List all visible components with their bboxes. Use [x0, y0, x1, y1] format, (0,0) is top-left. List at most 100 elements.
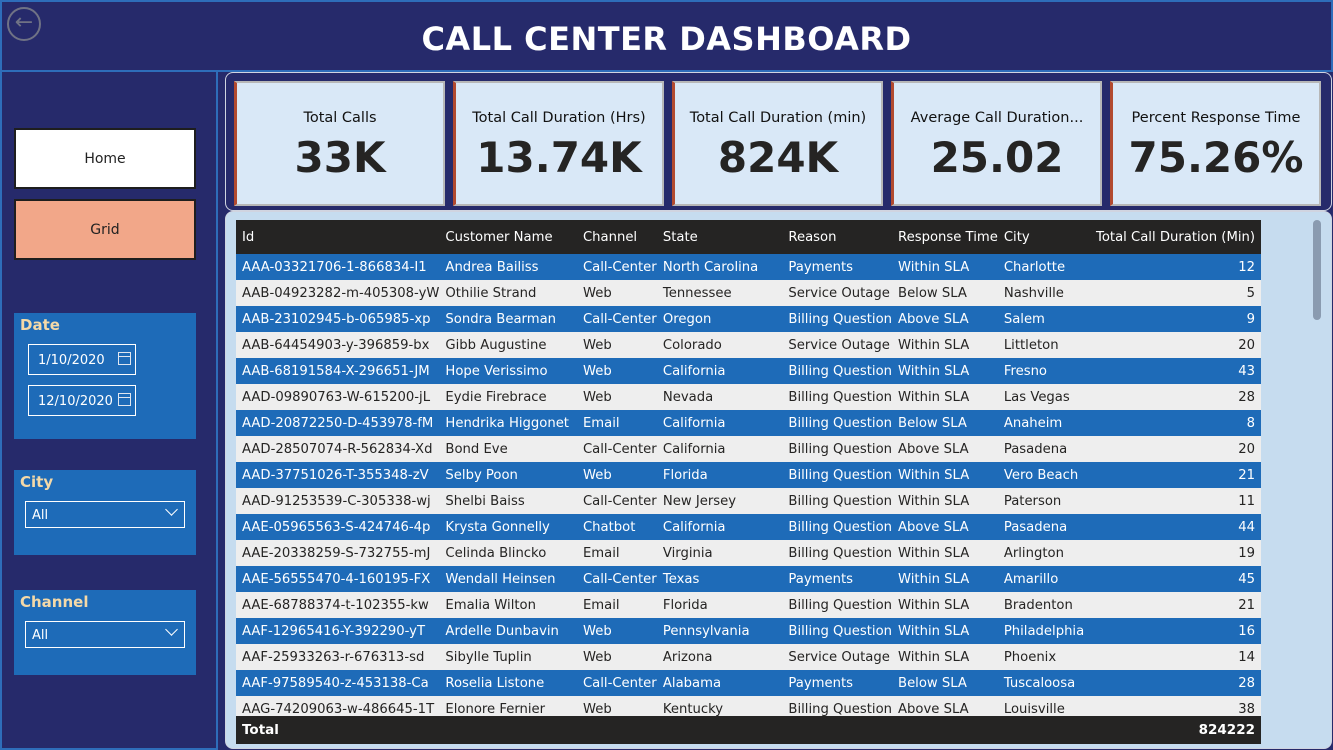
column-header[interactable]: Response Time	[892, 220, 998, 254]
table-row[interactable]: AAD-09890763-W-615200-jL Eydie Firebrace W…	[236, 384, 1261, 410]
table-cell: Fresno	[997, 358, 1091, 384]
table-cell: Call-Center	[576, 488, 657, 514]
table-cell: Within SLA	[892, 462, 998, 488]
table-row[interactable]: AAF-12965416-Y-392290-yT Ardelle Dunbavin…	[236, 618, 1261, 644]
table-row[interactable]: AAF-25933263-r-676313-sd Sibylle Tuplin We…	[236, 644, 1261, 670]
table-cell: Service Outage	[782, 280, 893, 306]
kpi-label: Average Call Duration...	[910, 110, 1084, 126]
table-row[interactable]: AAB-64454903-y-396859-bx Gibb Augustine We…	[236, 332, 1261, 358]
table-row[interactable]: AAE-05965563-S-424746-4p Krysta Gonnelly C…	[236, 514, 1261, 540]
table-cell: 28	[1090, 670, 1261, 696]
kpi-card-average-duration: Average Call Duration... 25.02	[891, 81, 1102, 206]
table-cell: Eydie Firebrace	[439, 384, 577, 410]
table-cell: 11	[1090, 488, 1261, 514]
vertical-scrollbar[interactable]	[1313, 220, 1321, 320]
kpi-card-duration-hrs: Total Call Duration (Hrs) 13.74K	[453, 81, 664, 206]
table-cell: Tennessee	[656, 280, 783, 306]
table-row[interactable]: AAD-91253539-C-305338-wj Shelbi Baiss Call…	[236, 488, 1261, 514]
table-cell: Below SLA	[892, 280, 998, 306]
table-row[interactable]: AAD-37751026-T-355348-zV Selby Poon Web Flo…	[236, 462, 1261, 488]
table-cell: Above SLA	[892, 436, 998, 462]
table-cell: Within SLA	[892, 618, 998, 644]
page-title: CALL CENTER DASHBOARD	[421, 20, 912, 58]
table-cell: Service Outage	[782, 644, 893, 670]
table-row[interactable]: AAB-04923282-m-405308-yW Othilie Strand We…	[236, 280, 1261, 306]
table-row[interactable]: AAF-97589540-z-453138-Ca Roselia Listone C…	[236, 670, 1261, 696]
table-cell: Billing Question	[782, 306, 893, 332]
table-cell: Billing Question	[782, 514, 893, 540]
kpi-value: 75.26%	[1128, 133, 1304, 182]
call-table-panel: Id Customer Name Channel State Reason Respons…	[225, 211, 1332, 749]
kpi-card-duration-min: Total Call Duration (min) 824K	[672, 81, 883, 206]
table-row[interactable]: AAA-03321706-1-866834-I1 Andrea Bailiss Ca…	[236, 254, 1261, 280]
table-cell: Hendrika Higgonet	[439, 410, 577, 436]
start-date-input[interactable]: 1/10/2020	[28, 344, 136, 375]
table-cell: Billing Question	[782, 488, 893, 514]
table-cell: Wendall Heinsen	[439, 566, 577, 592]
city-dropdown[interactable]: All	[25, 501, 185, 528]
table-row[interactable]: AAE-56555470-4-160195-FX Wendall Heinsen C…	[236, 566, 1261, 592]
table-cell: AAB-64454903-y-396859-bx	[236, 332, 440, 358]
table-row[interactable]: AAB-23102945-b-065985-xp Sondra Bearman Ca…	[236, 306, 1261, 332]
table-total-row: Total 824222	[236, 716, 1261, 744]
chevron-down-icon	[165, 623, 178, 636]
end-date-input[interactable]: 12/10/2020	[28, 385, 136, 416]
table-cell: Bradenton	[997, 592, 1091, 618]
table-cell: Above SLA	[892, 306, 998, 332]
start-date-value: 1/10/2020	[38, 353, 105, 368]
table-cell: Billing Question	[782, 592, 893, 618]
table-cell: Sondra Bearman	[439, 306, 577, 332]
table-cell: Pennsylvania	[656, 618, 783, 644]
grid-button[interactable]: Grid	[14, 199, 196, 260]
table-row[interactable]: AAE-68788374-t-102355-kw Emalia Wilton Ema…	[236, 592, 1261, 618]
table-cell: 20	[1090, 436, 1261, 462]
column-header[interactable]: State	[656, 220, 783, 254]
back-arrow-icon[interactable]: ←	[7, 7, 41, 41]
table-cell: Call-Center	[576, 306, 657, 332]
table-row[interactable]: AAD-20872250-D-453978-fM Hendrika Higgone…	[236, 410, 1261, 436]
table-cell: Roselia Listone	[439, 670, 577, 696]
column-header[interactable]: Channel	[576, 220, 657, 254]
table-cell: California	[656, 514, 783, 540]
column-header[interactable]: Reason	[782, 220, 893, 254]
table-cell: Charlotte	[997, 254, 1091, 280]
table-row[interactable]: AAE-20338259-S-732755-mJ Celinda Blincko E…	[236, 540, 1261, 566]
table-cell: AAB-23102945-b-065985-xp	[236, 306, 440, 332]
table-cell: AAD-37751026-T-355348-zV	[236, 462, 440, 488]
table-cell: Billing Question	[782, 618, 893, 644]
table-cell: 14	[1090, 644, 1261, 670]
kpi-value: 33K	[294, 133, 386, 182]
table-cell: Ardelle Dunbavin	[439, 618, 577, 644]
table-cell: Call-Center	[576, 566, 657, 592]
table-cell: 19	[1090, 540, 1261, 566]
column-header[interactable]: City	[997, 220, 1091, 254]
table-row[interactable]: AAB-68191584-X-296651-JM Hope Verissimo We…	[236, 358, 1261, 384]
table-row[interactable]: AAD-28507074-R-562834-Xd Bond Eve Call-Cen…	[236, 436, 1261, 462]
channel-dropdown[interactable]: All	[25, 621, 185, 648]
calendar-icon[interactable]	[118, 393, 131, 406]
column-header[interactable]: Id	[236, 220, 440, 254]
table-cell: Web	[576, 280, 657, 306]
table-cell: AAD-28507074-R-562834-Xd	[236, 436, 440, 462]
kpi-value: 824K	[717, 133, 839, 182]
kpi-label: Total Calls	[303, 110, 377, 126]
table-cell: Pasadena	[997, 514, 1091, 540]
sidebar: Home Grid Date 1/10/2020 12/10/2020 City…	[0, 72, 218, 750]
table-cell: Celinda Blincko	[439, 540, 577, 566]
column-header[interactable]: Customer Name	[439, 220, 577, 254]
table-cell: 21	[1090, 592, 1261, 618]
table-cell: Email	[576, 410, 657, 436]
home-button[interactable]: Home	[14, 128, 196, 189]
table-cell: Virginia	[656, 540, 783, 566]
table-cell: Within SLA	[892, 358, 998, 384]
table-cell: Bond Eve	[439, 436, 577, 462]
table-cell: Littleton	[997, 332, 1091, 358]
table-cell: Below SLA	[892, 410, 998, 436]
city-slicer: City All	[14, 470, 196, 555]
table-cell: Anaheim	[997, 410, 1091, 436]
table-cell: Within SLA	[892, 384, 998, 410]
calendar-icon[interactable]	[118, 352, 131, 365]
table-cell: Philadelphia	[997, 618, 1091, 644]
column-header[interactable]: Total Call Duration (Min)	[1090, 220, 1261, 254]
table-cell: 21	[1090, 462, 1261, 488]
